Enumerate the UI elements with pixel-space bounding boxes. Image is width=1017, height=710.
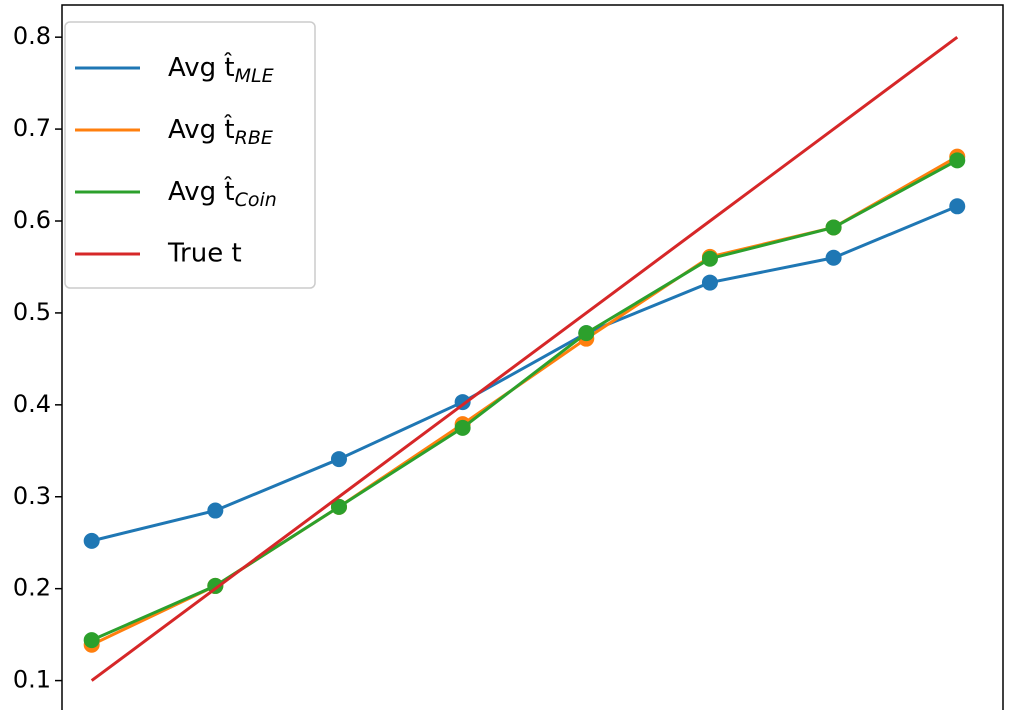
marker xyxy=(949,152,966,169)
y-tick-label: 0.6 xyxy=(13,206,51,234)
marker xyxy=(701,250,718,267)
marker xyxy=(825,249,842,266)
y-tick-label: 0.4 xyxy=(13,390,51,418)
marker xyxy=(83,532,100,549)
y-tick-label: 0.2 xyxy=(13,574,51,602)
plot-frame xyxy=(61,4,1004,710)
marker xyxy=(330,451,347,468)
series-line xyxy=(91,204,958,543)
y-tick-label: 0.5 xyxy=(13,298,51,326)
legend: Avg t̂MLE Avg t̂RBE Avg t̂Coin True t xyxy=(64,21,316,289)
marker xyxy=(949,198,966,215)
legend-label: Avg t̂MLE xyxy=(168,51,274,87)
legend-box xyxy=(64,21,316,289)
marker xyxy=(207,502,224,519)
y-tick-label: 0.3 xyxy=(13,482,51,510)
marker xyxy=(578,325,595,342)
legend-label: Avg t̂RBE xyxy=(168,113,273,149)
marker xyxy=(825,219,842,236)
legend-label: Avg t̂Coin xyxy=(168,175,277,211)
y-tick-label: 0.8 xyxy=(13,22,51,50)
legend-label: True t xyxy=(167,239,242,269)
marker xyxy=(454,419,471,436)
y-tick-label: 0.7 xyxy=(13,114,51,142)
marker xyxy=(330,498,347,515)
series-line xyxy=(90,35,959,682)
marker xyxy=(83,632,100,649)
marker xyxy=(701,274,718,291)
y-tick-label: 0.1 xyxy=(13,666,51,694)
